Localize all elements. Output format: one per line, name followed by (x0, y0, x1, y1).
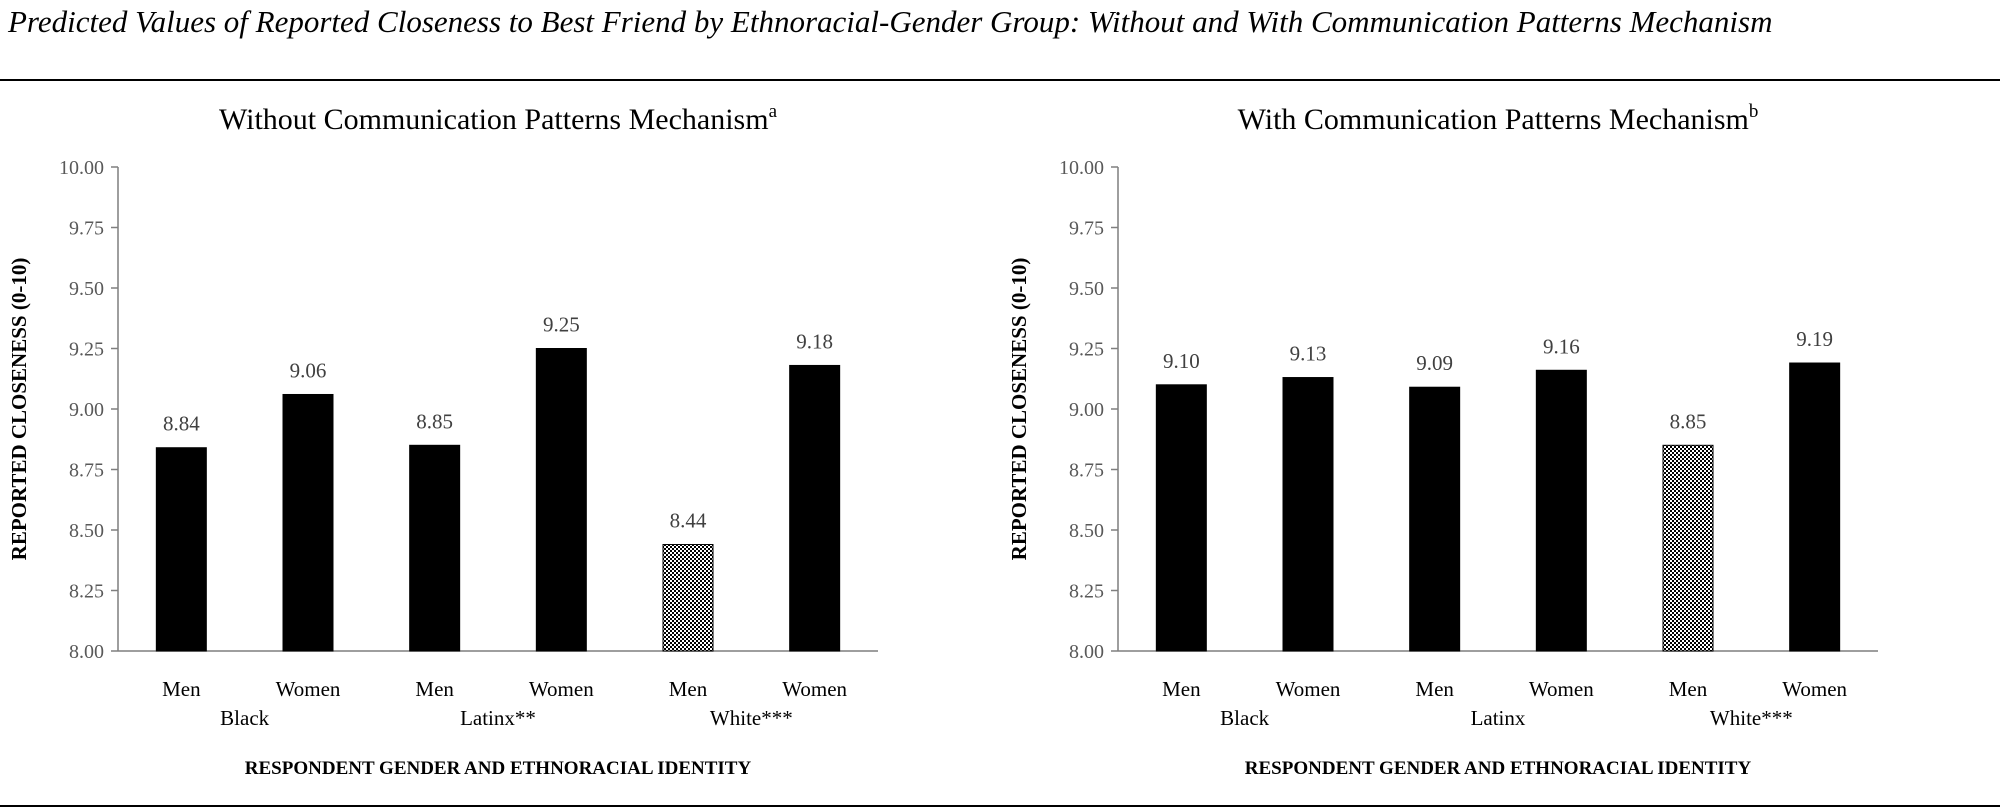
chart-title: Without Communication Patterns Mechanism… (219, 101, 778, 136)
x-category-label: Men (162, 677, 201, 701)
y-axis-label: REPORTED CLOSENESS (0-10) (1007, 258, 1031, 561)
bar-value-label: 8.84 (163, 412, 200, 436)
x-group-label: White*** (1710, 706, 1793, 730)
x-category-label: Men (1162, 677, 1201, 701)
bar-value-label: 9.18 (796, 329, 833, 353)
y-tick-label: 9.00 (1069, 399, 1104, 421)
bar-value-label: 9.10 (1163, 349, 1200, 373)
y-tick-label: 9.00 (69, 399, 104, 421)
bar-value-label: 9.19 (1796, 327, 1833, 351)
x-category-label: Men (415, 677, 454, 701)
y-tick-label: 10.00 (1059, 157, 1104, 179)
bar-value-label: 8.85 (1670, 409, 1707, 433)
y-tick-label: 10.00 (59, 157, 104, 179)
y-tick-label: 9.50 (1069, 278, 1104, 300)
chart-title-superscript: a (769, 101, 778, 122)
x-category-label: Men (1669, 677, 1708, 701)
bar-value-label: 9.06 (290, 358, 327, 382)
top-rule (0, 79, 2000, 81)
y-tick-label: 8.50 (69, 520, 104, 542)
bar (662, 544, 714, 652)
y-tick-label: 9.75 (69, 218, 104, 240)
x-category-label: Women (529, 677, 594, 701)
y-tick-label: 8.00 (69, 641, 104, 663)
x-category-label: Men (1415, 677, 1454, 701)
chart-title-superscript: b (1749, 101, 1759, 122)
chart-panel-with: With Communication Patterns Mechanismb RE… (1007, 101, 1878, 779)
y-tick-label: 9.25 (1069, 339, 1104, 361)
x-group-label: Black (1220, 706, 1269, 730)
bar (1662, 444, 1714, 652)
y-tick-label: 9.25 (69, 339, 104, 361)
x-group-label: Latinx** (460, 706, 536, 730)
chart-panel-without: Without Communication Patterns Mechanism… (7, 101, 878, 779)
figure-title: Predicted Values of Reported Closeness t… (8, 4, 1773, 39)
y-axis-label: REPORTED CLOSENESS (0-10) (7, 258, 31, 561)
bar (1789, 362, 1841, 652)
bar (282, 393, 334, 652)
bar (1155, 384, 1207, 652)
y-tick-label: 9.75 (1069, 218, 1104, 240)
bar (155, 447, 207, 652)
bar-value-label: 8.85 (416, 409, 453, 433)
bar-value-label: 9.16 (1543, 334, 1580, 358)
bar-value-label: 9.25 (543, 313, 580, 337)
x-category-label: Women (1276, 677, 1341, 701)
x-axis-label: RESPONDENT GENDER AND ETHNORACIAL IDENTI… (1245, 758, 1752, 779)
y-tick-label: 8.25 (69, 581, 104, 603)
bar (1282, 377, 1334, 652)
bar (1409, 386, 1461, 652)
x-group-label: Black (220, 706, 269, 730)
x-axis-label: RESPONDENT GENDER AND ETHNORACIAL IDENTI… (245, 758, 752, 779)
y-tick-label: 8.75 (1069, 460, 1104, 482)
bar-value-label: 9.13 (1290, 342, 1327, 366)
bar-value-label: 8.44 (670, 509, 707, 533)
y-tick-label: 8.75 (69, 460, 104, 482)
chart-title-text: With Communication Patterns Mechanism (1238, 103, 1749, 136)
bar (409, 444, 461, 652)
x-category-label: Men (669, 677, 708, 701)
bar (789, 364, 841, 652)
bar-value-label: 9.09 (1416, 351, 1453, 375)
bottom-rule (0, 805, 2000, 807)
bar (535, 348, 587, 652)
x-group-label: Latinx (1471, 706, 1526, 730)
x-category-label: Women (1782, 677, 1847, 701)
y-tick-label: 9.50 (69, 278, 104, 300)
x-category-label: Women (782, 677, 847, 701)
chart-title-text: Without Communication Patterns Mechanism (219, 103, 769, 136)
x-group-label: White*** (710, 706, 793, 730)
x-category-label: Women (1529, 677, 1594, 701)
y-tick-label: 8.50 (1069, 520, 1104, 542)
y-tick-label: 8.00 (1069, 641, 1104, 663)
bar (1535, 369, 1587, 652)
x-category-label: Women (276, 677, 341, 701)
chart-title: With Communication Patterns Mechanismb (1238, 101, 1759, 136)
y-tick-label: 8.25 (1069, 581, 1104, 603)
